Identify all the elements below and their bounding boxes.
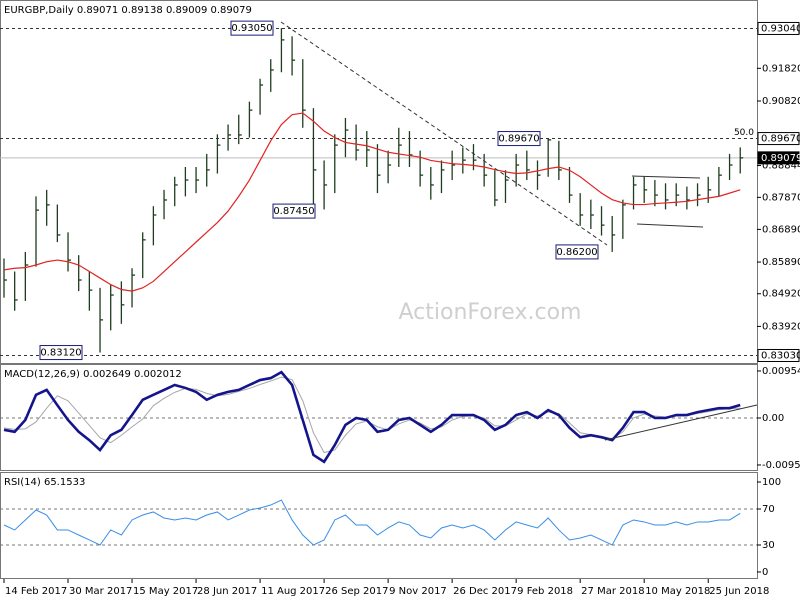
panel-title: MACD(12,26,9) 0.002649 0.002012 [4, 369, 182, 380]
price-label-box [555, 244, 599, 260]
y-tick-label: 0.00 [762, 413, 784, 424]
indicator-line [3, 499, 741, 546]
trend-line [280, 21, 608, 246]
level-label: 0.93040 [761, 23, 800, 34]
moving-average [3, 112, 741, 292]
x-tick-label: 10 May 2018 [645, 586, 710, 597]
level-box [757, 151, 800, 165]
macd-trend-line [604, 404, 758, 441]
x-tick-label: 14 Feb 2017 [5, 586, 67, 597]
watermark: ActionForex.com [399, 300, 582, 325]
x-tick-label: 28 Jun 2017 [197, 586, 257, 597]
indicator-line [3, 370, 741, 464]
channel-line [631, 175, 701, 179]
y-tick-label: 100 [762, 477, 781, 488]
y-tick-label: 0.86890 [762, 224, 800, 235]
fib-label: 50.0 [734, 128, 754, 138]
y-tick-label: -0.00953 [762, 460, 800, 471]
x-tick-label: 26 Dec 2017 [453, 586, 517, 597]
price-label-box [39, 345, 83, 361]
level-label: 0.89670 [761, 134, 800, 145]
price-label: 0.89670 [498, 134, 539, 145]
level-box [757, 348, 800, 362]
panel-title: EURGBP,Daily 0.89071 0.89138 0.89009 0.8… [4, 5, 252, 16]
price-label-box [272, 203, 316, 219]
y-tick-label: 0 [762, 567, 768, 578]
y-tick-label: 0.88844 [762, 161, 800, 172]
price-label: 0.87450 [273, 206, 314, 217]
y-tick-label: 0.91820 [762, 63, 800, 74]
y-tick-label: 0.90820 [762, 96, 800, 107]
x-tick-label: 11 Aug 2017 [261, 586, 325, 597]
x-tick-label: 27 Mar 2018 [581, 586, 644, 597]
price-label: 0.93050 [231, 23, 272, 34]
x-tick-label: 30 Mar 2017 [69, 586, 132, 597]
y-tick-label: 0.84920 [762, 289, 800, 300]
x-tick-label: 25 Jun 2018 [709, 586, 769, 597]
price-label: 0.83120 [40, 348, 81, 359]
level-label: 0.89079 [761, 153, 800, 164]
price-label-box [230, 20, 274, 36]
level-box [757, 132, 800, 146]
panel-frame [0, 0, 758, 364]
y-tick-label: 0.00954 [762, 366, 800, 377]
y-tick-label: 0.83920 [762, 321, 800, 332]
y-tick-label: 70 [762, 504, 775, 515]
panel-frame [0, 472, 758, 579]
y-tick-label: 0.87870 [762, 192, 800, 203]
y-tick-label: 30 [762, 540, 775, 551]
level-label: 0.83030 [761, 350, 800, 361]
price-label-box [497, 131, 541, 147]
x-tick-label: 9 Nov 2017 [389, 586, 447, 597]
x-tick-label: 15 May 2017 [133, 586, 198, 597]
x-tick-label: 26 Sep 2017 [325, 586, 388, 597]
price-label: 0.86200 [556, 247, 597, 258]
x-tick-label: 9 Feb 2018 [517, 586, 573, 597]
level-box [757, 21, 800, 35]
channel-line [636, 223, 704, 228]
panel-title: RSI(14) 65.1533 [4, 477, 85, 488]
y-tick-label: 0.85890 [762, 257, 800, 268]
